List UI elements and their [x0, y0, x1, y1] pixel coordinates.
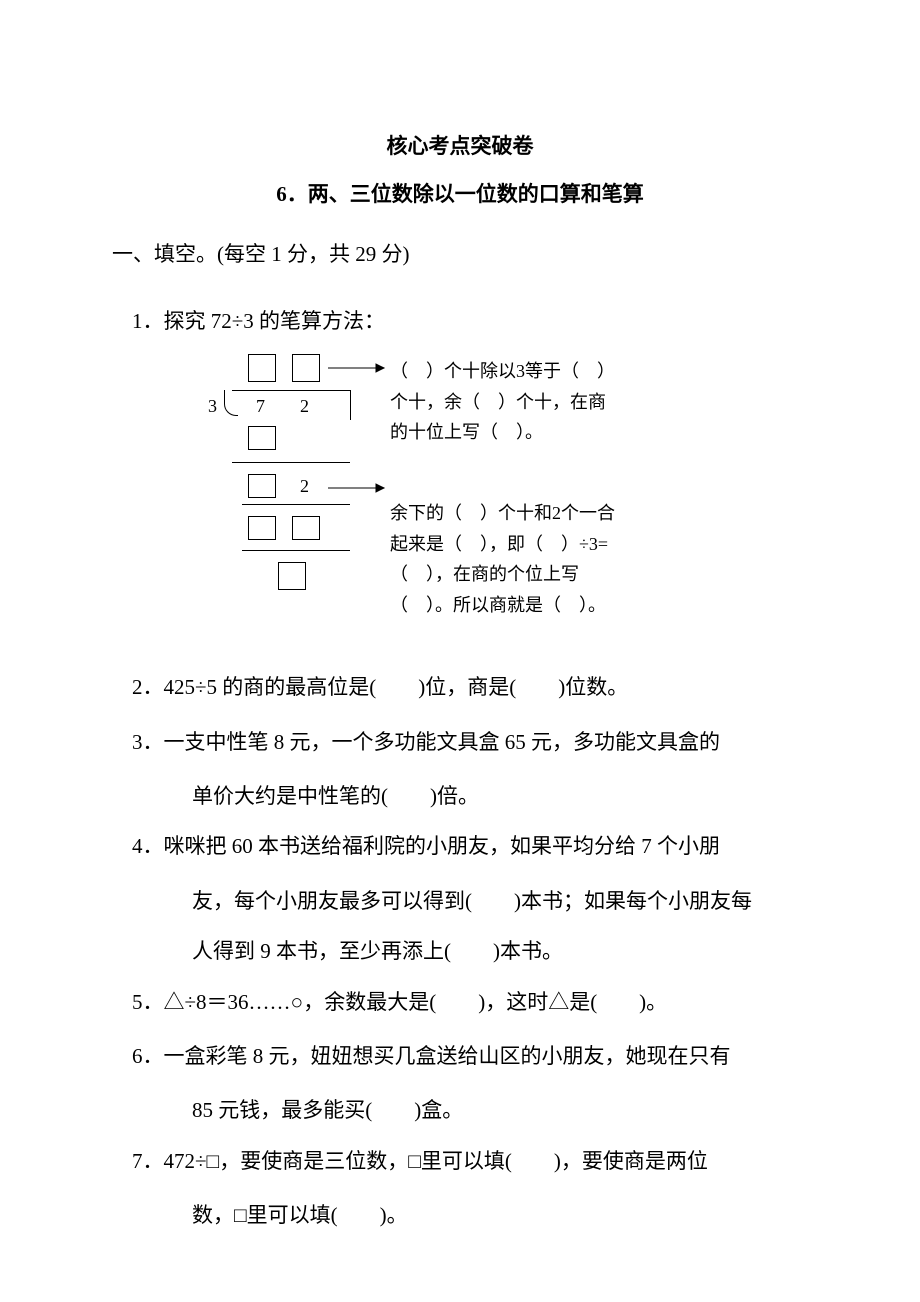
question-3-line2: 单价大约是中性笔的( )倍。	[112, 771, 808, 821]
question-5: 5．△÷8＝36……○，余数最大是( )，这时△是( )。	[112, 977, 808, 1027]
final-line	[242, 550, 350, 551]
question-2: 2．425÷5 的商的最高位是( )位，商是( )位数。	[112, 662, 808, 712]
second-product-ones-box	[292, 516, 320, 540]
question-4-line2: 友，每个小朋友最多可以得到( )本书；如果每个小朋友每	[112, 876, 808, 926]
final-remainder-box	[278, 562, 306, 590]
question-4-line1: 4．咪咪把 60 本书送给福利院的小朋友，如果平均分给 7 个小朋	[112, 821, 808, 871]
page-title: 核心考点突破卷	[112, 130, 808, 160]
question-7-line2: 数，□里可以填( )。	[112, 1190, 808, 1240]
page-subtitle: 6．两、三位数除以一位数的口算和笔算	[112, 178, 808, 208]
question-7-line1: 7．472÷□，要使商是三位数，□里可以填( )，要使商是两位	[112, 1136, 808, 1186]
second-product-tens-box	[248, 516, 276, 540]
question-1: 1．探究 72÷3 的笔算方法：	[112, 296, 808, 346]
first-sub-line	[232, 462, 350, 463]
first-product-box	[248, 426, 276, 450]
explanation-bottom: 余下的（ ）个十和2个一合起来是（ ），即（ ）÷3=（ ），在商的个位上写（ …	[390, 498, 620, 620]
question-6-line2: 85 元钱，最多能买( )盒。	[112, 1085, 808, 1135]
division-diagram: 3 7 2 2 （ ）个十除以3等	[112, 354, 808, 644]
question-3-line1: 3．一支中性笔 8 元，一个多功能文具盒 65 元，多功能文具盒的	[112, 717, 808, 767]
arrow-bottom	[192, 474, 392, 514]
explanation-top: （ ）个十除以3等于（ ）个十，余（ ）个十，在商的十位上写（ ）。	[390, 356, 620, 484]
division-work-area: 3 7 2 2	[192, 354, 362, 644]
question-4-line3: 人得到 9 本书，至少再添上( )本书。	[112, 926, 808, 976]
section-header: 一、填空。(每空 1 分，共 29 分)	[112, 236, 808, 274]
diagram-explanation: （ ）个十除以3等于（ ）个十，余（ ）个十，在商的十位上写（ ）。 余下的（ …	[390, 354, 620, 644]
question-6-line1: 6．一盒彩笔 8 元，妞妞想买几盒送给山区的小朋友，她现在只有	[112, 1031, 808, 1081]
arrow-top	[192, 354, 392, 414]
